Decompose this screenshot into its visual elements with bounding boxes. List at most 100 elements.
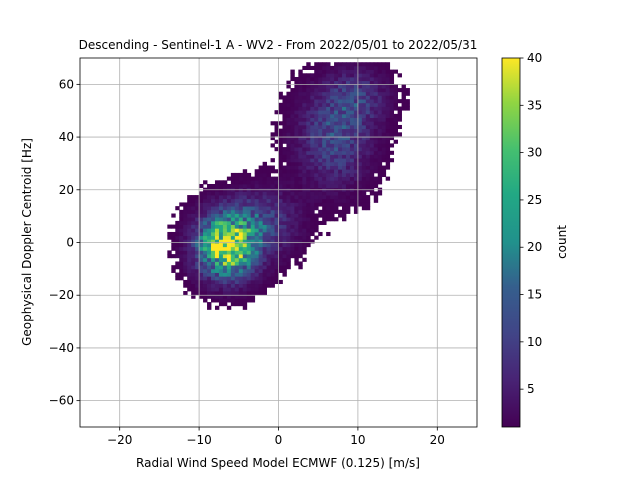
heatmap-cell <box>195 213 200 218</box>
heatmap-cell <box>234 243 240 248</box>
heatmap-cell <box>326 84 331 89</box>
heatmap-cell <box>361 136 367 141</box>
heatmap-cell <box>357 80 363 85</box>
heatmap-cell <box>218 261 224 266</box>
heatmap-cell <box>226 287 232 292</box>
heatmap-cell <box>183 257 188 262</box>
heatmap-cell <box>318 191 323 196</box>
heatmap-cell <box>302 106 307 111</box>
heatmap-cell <box>258 287 264 292</box>
heatmap-cell <box>207 239 212 244</box>
heatmap-cell <box>266 239 271 244</box>
heatmap-cell <box>187 231 192 237</box>
heatmap-cell <box>278 261 283 266</box>
heatmap-cell <box>345 202 351 207</box>
heatmap-cell <box>167 231 172 237</box>
heatmap-cell <box>334 65 339 70</box>
heatmap-cell <box>187 206 192 211</box>
heatmap-cell <box>199 191 204 196</box>
heatmap-cell <box>330 154 335 159</box>
heatmap-cell <box>274 231 279 237</box>
heatmap-cell <box>385 143 391 148</box>
heatmap-cell <box>183 206 188 211</box>
heatmap-cell <box>342 217 347 222</box>
heatmap-cell <box>211 243 216 248</box>
colorbar-tick-label: 30 <box>527 146 542 160</box>
heatmap-cell <box>286 246 291 251</box>
y-axis-label: Geophysical Doppler Centroid [Hz] <box>20 138 34 346</box>
y-tick-label: 20 <box>59 183 74 197</box>
heatmap-cell <box>357 102 363 107</box>
heatmap-cell <box>310 206 315 211</box>
heatmap-cell <box>334 69 339 74</box>
heatmap-cell <box>330 117 335 122</box>
heatmap-cell <box>286 121 291 126</box>
heatmap-cell <box>310 224 315 229</box>
heatmap-cell <box>385 91 391 96</box>
heatmap-cell <box>302 202 307 207</box>
heatmap-cell <box>314 169 319 174</box>
heatmap-cell <box>230 243 236 248</box>
heatmap-cell <box>218 287 224 292</box>
heatmap-cell <box>298 117 303 122</box>
heatmap-cell <box>214 235 220 240</box>
heatmap-cell <box>349 176 355 181</box>
heatmap-cell <box>298 73 303 78</box>
heatmap-cell <box>294 250 299 255</box>
heatmap-cell <box>282 113 287 118</box>
heatmap-cell <box>226 213 232 218</box>
heatmap-cell <box>266 220 271 225</box>
heatmap-cell <box>298 217 303 222</box>
heatmap-cell <box>218 276 224 281</box>
heatmap-cell <box>377 80 383 85</box>
heatmap-cell <box>254 279 260 285</box>
heatmap-cell <box>187 235 192 240</box>
heatmap-cell <box>179 250 184 255</box>
heatmap-cell <box>342 106 347 111</box>
heatmap-cell <box>353 88 359 93</box>
heatmap-cell <box>214 239 220 244</box>
heatmap-cell <box>385 121 391 126</box>
heatmap-cell <box>381 102 387 107</box>
heatmap-cell <box>254 198 260 203</box>
heatmap-cell <box>274 213 279 218</box>
heatmap-cell <box>278 202 283 207</box>
heatmap-cell <box>322 169 327 174</box>
heatmap-cell <box>218 195 224 200</box>
heatmap-cell <box>294 76 299 82</box>
heatmap-cell <box>314 213 319 218</box>
heatmap-cell <box>294 110 299 115</box>
heatmap-cell <box>270 283 275 288</box>
heatmap-cell <box>334 117 339 122</box>
heatmap-cell <box>302 239 307 244</box>
heatmap-cell <box>207 302 212 307</box>
heatmap-cell <box>278 183 283 189</box>
heatmap-cell <box>234 191 240 196</box>
heatmap-cell <box>373 154 379 159</box>
heatmap-cell <box>369 106 375 111</box>
heatmap-cell <box>278 198 283 203</box>
heatmap-cell <box>290 154 295 159</box>
heatmap-cell <box>357 76 363 82</box>
heatmap-cell <box>250 180 256 185</box>
heatmap-cell <box>286 180 291 185</box>
heatmap-cell <box>302 165 307 170</box>
heatmap-cell <box>381 84 387 89</box>
heatmap-cell <box>242 228 248 233</box>
heatmap-cell <box>254 257 260 262</box>
heatmap-cell <box>294 202 299 207</box>
heatmap-cell <box>373 99 379 104</box>
heatmap-cell <box>179 243 184 248</box>
heatmap-cell <box>175 228 180 233</box>
heatmap-cell <box>286 154 291 159</box>
heatmap-cell <box>357 191 363 196</box>
heatmap-cell <box>274 224 279 229</box>
heatmap-cell <box>234 291 240 296</box>
heatmap-cell <box>242 287 248 292</box>
heatmap-cell <box>230 224 236 229</box>
heatmap-cell <box>298 76 303 82</box>
heatmap-cell <box>187 261 192 266</box>
heatmap-cell <box>330 195 335 200</box>
heatmap-cell <box>183 291 188 296</box>
heatmap-cell <box>361 91 367 96</box>
